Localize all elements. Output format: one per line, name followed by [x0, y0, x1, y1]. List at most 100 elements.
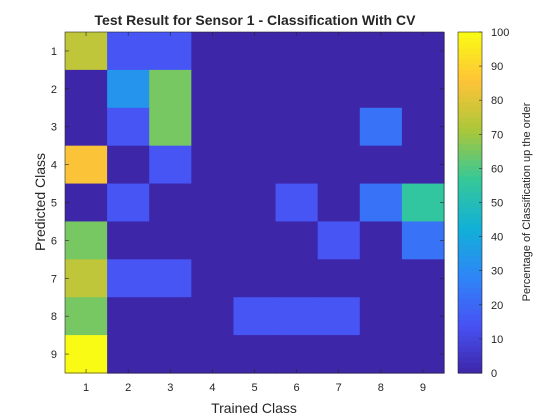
heatmap-cell — [107, 184, 150, 222]
heatmap-cell — [65, 32, 108, 70]
colorbar-segment — [458, 362, 482, 368]
heatmap-cell — [65, 70, 108, 108]
heatmap-cell — [360, 259, 403, 297]
heatmap-cell — [318, 259, 361, 297]
colorbar-segment — [458, 304, 482, 310]
colorbar-segment — [458, 59, 482, 65]
x-tick-label: 4 — [209, 382, 215, 394]
colorbar-segment — [458, 234, 482, 240]
colorbar-segment — [458, 160, 482, 166]
heatmap-cell — [276, 221, 319, 259]
heatmap-cell — [107, 108, 150, 146]
colorbar-segment — [458, 192, 482, 198]
heatmap-cell — [276, 335, 319, 373]
colorbar-segment — [458, 330, 482, 336]
x-tick-label: 9 — [420, 382, 426, 394]
heatmap-cell — [360, 297, 403, 335]
colorbar-segment — [458, 203, 482, 209]
colorbar-tick-label: 100 — [491, 27, 509, 39]
colorbar — [458, 32, 482, 374]
colorbar-segment — [458, 64, 482, 70]
colorbar-segment — [458, 250, 482, 256]
heatmap-cell — [233, 184, 276, 222]
heatmap-cell — [65, 259, 108, 297]
heatmap-cell — [191, 335, 234, 373]
heatmap-cell — [149, 32, 192, 70]
heatmap-cell — [402, 108, 445, 146]
heatmap-cell — [65, 146, 108, 184]
heatmap-cell — [402, 70, 445, 108]
colorbar-segment — [458, 352, 482, 358]
colorbar-segment — [458, 75, 482, 81]
y-tick-label: 2 — [51, 84, 57, 96]
colorbar-segment — [458, 357, 482, 363]
heatmap-cell — [107, 335, 150, 373]
heatmap-cell — [360, 146, 403, 184]
heatmap-cell — [149, 146, 192, 184]
heatmap-cell — [276, 297, 319, 335]
heatmap-cell — [107, 297, 150, 335]
colorbar-segment — [458, 218, 482, 224]
heatmap-cell — [233, 221, 276, 259]
x-tick-label: 1 — [83, 382, 89, 394]
colorbar-segment — [458, 112, 482, 118]
heatmap-cell — [107, 32, 150, 70]
colorbar-segment — [458, 165, 482, 171]
x-tick-label: 6 — [294, 382, 300, 394]
heatmap-cell — [191, 108, 234, 146]
colorbar-axis: 0102030405060708090100 — [479, 27, 509, 380]
y-tick-label: 8 — [51, 311, 57, 323]
chart-title: Test Result for Sensor 1 - Classificatio… — [95, 12, 417, 28]
colorbar-segment — [458, 96, 482, 102]
colorbar-segment — [458, 298, 482, 304]
x-tick-label: 2 — [125, 382, 131, 394]
colorbar-segment — [458, 224, 482, 230]
colorbar-tick-label: 10 — [491, 334, 503, 346]
heatmap-cell — [402, 297, 445, 335]
colorbar-segment — [458, 213, 482, 219]
colorbar-segment — [458, 32, 482, 38]
colorbar-tick-label: 40 — [491, 232, 503, 244]
colorbar-segment — [458, 346, 482, 352]
x-tick-label: 5 — [251, 382, 257, 394]
colorbar-segment — [458, 123, 482, 129]
heatmap-cell — [318, 221, 361, 259]
x-axis-label: Trained Class — [211, 400, 297, 416]
heatmap-cell — [318, 70, 361, 108]
heatmap-cell — [149, 335, 192, 373]
heatmap-cell — [65, 297, 108, 335]
heatmap-cell — [149, 221, 192, 259]
heatmap-cell — [233, 259, 276, 297]
colorbar-segment — [458, 155, 482, 161]
colorbar-tick-label: 80 — [491, 95, 503, 107]
heatmap-cell — [276, 32, 319, 70]
heatmap-cell — [402, 184, 445, 222]
colorbar-segment — [458, 117, 482, 123]
heatmap-cell — [107, 221, 150, 259]
colorbar-segment — [458, 208, 482, 214]
heatmap-cell — [65, 221, 108, 259]
colorbar-segment — [458, 128, 482, 134]
heatmap-cell — [402, 146, 445, 184]
colorbar-tick-label: 20 — [491, 300, 503, 312]
heatmap-cell — [318, 184, 361, 222]
colorbar-segment — [458, 107, 482, 113]
heatmap-cell — [360, 335, 403, 373]
colorbar-segment — [458, 341, 482, 347]
heatmap-cell — [107, 146, 150, 184]
colorbar-tick-label: 70 — [491, 129, 503, 141]
colorbar-segment — [458, 240, 482, 246]
colorbar-segment — [458, 181, 482, 187]
colorbar-segment — [458, 272, 482, 278]
colorbar-segment — [458, 197, 482, 203]
colorbar-segment — [458, 133, 482, 139]
heatmap-cell — [65, 108, 108, 146]
colorbar-segment — [458, 229, 482, 235]
heatmap-cell — [402, 335, 445, 373]
colorbar-segment — [458, 261, 482, 267]
heatmap-cell — [65, 335, 108, 373]
heatmap-cell — [402, 32, 445, 70]
colorbar-segment — [458, 43, 482, 49]
heatmap-cell — [149, 70, 192, 108]
colorbar-segment — [458, 288, 482, 294]
